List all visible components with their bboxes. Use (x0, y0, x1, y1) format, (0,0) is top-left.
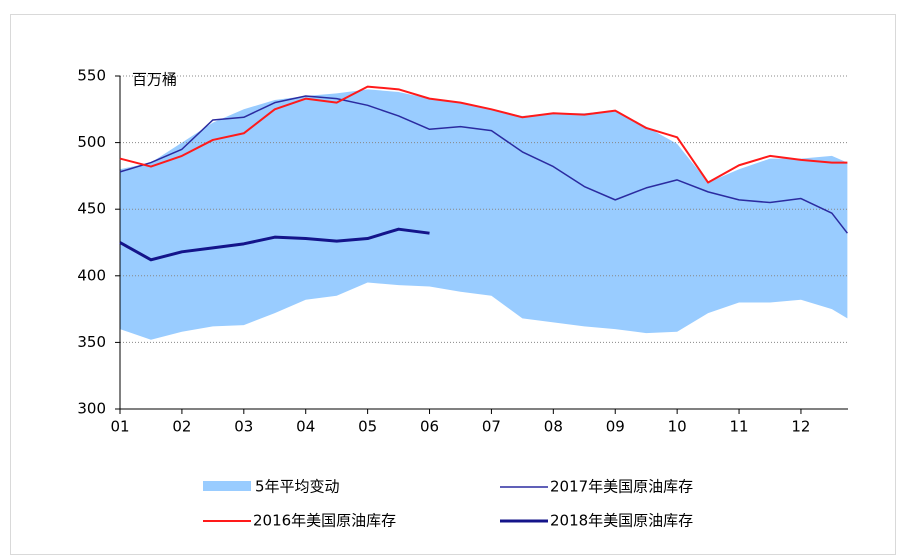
x-tick-label: 03 (234, 418, 253, 436)
x-tick-label: 12 (791, 418, 810, 436)
y-tick-label: 400 (77, 266, 106, 284)
y-tick-label: 550 (77, 67, 106, 85)
range-area (120, 89, 848, 340)
legend-label: 2017年美国原油库存 (550, 478, 693, 496)
x-tick-label: 10 (668, 418, 687, 436)
frame (10, 14, 896, 555)
legend-label: 2018年美国原油库存 (550, 512, 693, 530)
y-tick-label: 450 (77, 200, 106, 218)
legend-swatch (203, 481, 251, 491)
x-tick-label: 07 (482, 418, 501, 436)
x-tick-label: 08 (544, 418, 563, 436)
y-tick-label: 300 (77, 400, 106, 418)
legend-label: 5年平均变动 (255, 478, 340, 496)
y-tick-label: 500 (77, 133, 106, 151)
x-tick-label: 04 (296, 418, 315, 436)
x-tick-label: 01 (110, 418, 129, 436)
series-line (119, 95, 848, 234)
series-line (119, 85, 848, 184)
legend-label: 2016年美国原油库存 (253, 512, 396, 530)
y-axis-label: 百万桶 (132, 71, 177, 89)
x-tick-label: 06 (420, 418, 439, 436)
x-tick-label: 09 (606, 418, 625, 436)
x-tick-label: 02 (172, 418, 191, 436)
series-line (119, 227, 430, 262)
x-tick-label: 11 (730, 418, 749, 436)
x-tick-label: 05 (358, 418, 377, 436)
y-tick-label: 350 (77, 333, 106, 351)
